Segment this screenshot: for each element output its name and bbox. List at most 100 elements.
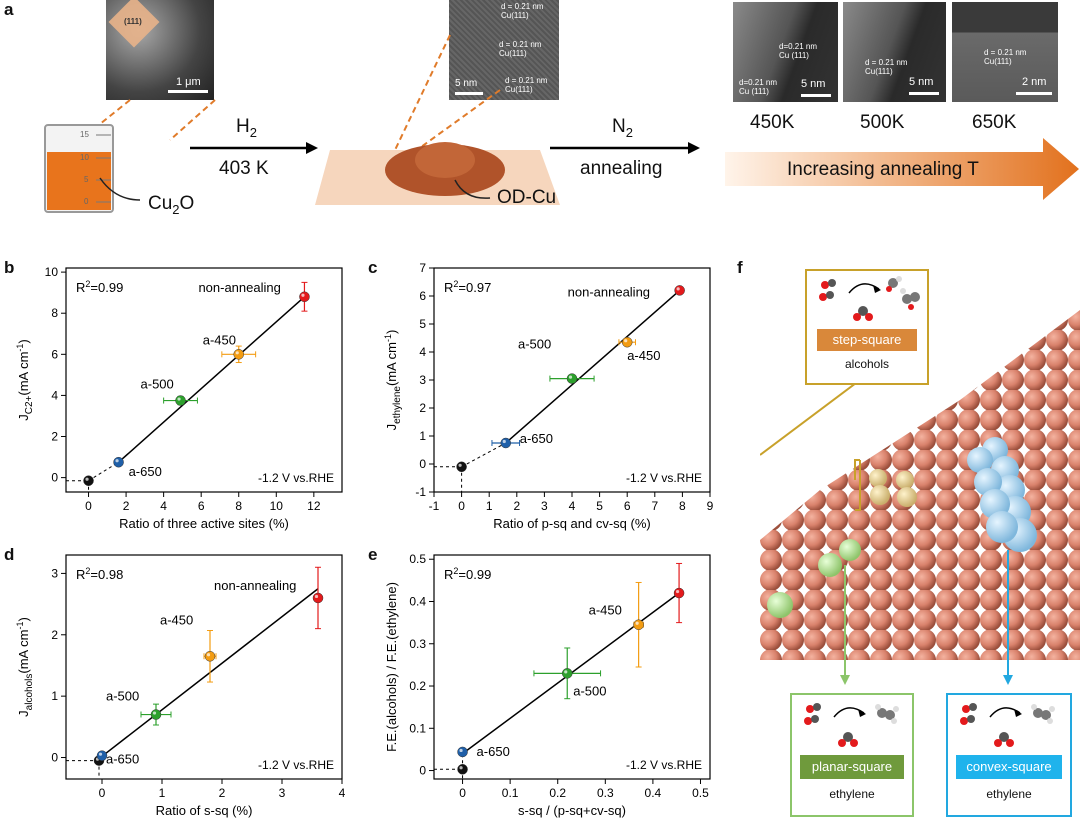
condition-label: -1.2 V vs.RHE: [258, 758, 334, 772]
y-tick-label: 1: [419, 429, 426, 443]
data-point-highlight: [676, 287, 680, 291]
x-tick-label: 0.2: [549, 786, 566, 800]
data-point: [500, 437, 512, 449]
hrtem-450k-scalebar: [801, 94, 831, 97]
data-label: a-650: [106, 752, 139, 767]
y-tick-label: 4: [51, 388, 58, 402]
data-point: [233, 349, 244, 360]
x-tick-label: 8: [235, 499, 242, 513]
y-tick-label: 6: [419, 289, 426, 303]
convex-square-site: convex-square: [956, 755, 1062, 779]
tem-scalebar: [455, 92, 483, 95]
cu-surface: [760, 310, 1080, 660]
data-point-highlight: [98, 752, 103, 756]
fit-extension: [88, 461, 119, 482]
product-pointer: [454, 179, 491, 199]
annealing-arrow: [725, 138, 1079, 200]
data-label: a-450: [627, 348, 660, 363]
r-squared: R2=0.98: [76, 566, 123, 582]
y-tick-label: 0.5: [409, 552, 426, 566]
data-label: a-500: [106, 689, 139, 704]
step2-gas: N2: [612, 116, 633, 140]
annealing-arrow-text: Increasing annealing T: [787, 159, 979, 180]
data-point-highlight: [635, 621, 639, 625]
tem-label-2: d = 0.21 nm Cu(111): [499, 40, 542, 58]
data-point-highlight: [459, 766, 463, 770]
planar-square-product: ethylene: [829, 787, 875, 801]
zoom-line-tem-right: [409, 89, 501, 156]
x-axis-label: s-sq / (p-sq+cv-sq): [518, 803, 626, 818]
data-point: [312, 592, 324, 604]
y-tick-label: 10: [45, 265, 59, 279]
hrtem-650k-scale: 2 nm: [1022, 76, 1047, 88]
y-tick-label: 6: [51, 347, 58, 361]
y-tick-label: 7: [419, 261, 426, 275]
x-tick-label: 5: [596, 499, 603, 513]
y-tick-label: 0.2: [409, 679, 426, 693]
panel-label-b: b: [4, 258, 15, 277]
step-square-site: step-square: [817, 329, 917, 351]
beaker-tick-5: 5: [84, 175, 89, 184]
convex-square-box: convex-square ethylene: [946, 693, 1072, 817]
x-tick-label: 10: [270, 499, 284, 513]
condition-label: -1.2 V vs.RHE: [626, 758, 702, 772]
temp-500k: 500K: [860, 112, 905, 133]
x-tick-label: 3: [279, 786, 286, 800]
data-label: a-450: [589, 603, 622, 618]
x-axis-label: Ratio of s-sq (%): [156, 803, 253, 818]
y-tick-label: 4: [419, 345, 426, 359]
data-point-highlight: [502, 439, 506, 444]
product-label: OD-Cu: [497, 187, 557, 208]
data-point: [83, 475, 94, 486]
y-tick-label: -1: [415, 485, 426, 499]
y-tick-label: 8: [51, 306, 58, 320]
x-tick-label: 0.1: [502, 786, 519, 800]
data-label: non-annealing: [214, 578, 296, 593]
sem-scale-label: 1 μm: [176, 76, 201, 88]
step-square-product: alcohols: [844, 357, 890, 371]
zoom-line-sem-right: [169, 99, 216, 141]
y-tick-label: 2: [419, 401, 426, 415]
hrtem-450k: d=0.21 nm Cu (111) d=0.21 nm Cu (111) 5 …: [733, 2, 838, 102]
tem-image: d = 0.21 nm Cu(111) d = 0.21 nm Cu(111) …: [449, 0, 559, 100]
data-point-highlight: [301, 293, 305, 297]
sem-image: (111) 1 μm: [106, 0, 214, 100]
x-tick-label: 4: [339, 786, 346, 800]
x-tick-label: 3: [541, 499, 548, 513]
fit-extension: [461, 442, 506, 468]
data-point: [633, 619, 644, 630]
data-point-highlight: [568, 375, 573, 379]
y-tick-label: 5: [419, 317, 426, 331]
x-tick-label: 0.3: [597, 786, 614, 800]
data-label: a-450: [160, 612, 193, 627]
step-square-atoms: [869, 469, 917, 507]
x-axis-label: Ratio of three active sites (%): [119, 516, 289, 531]
x-tick-label: 0.5: [692, 786, 709, 800]
hrtem-500k-scale: 5 nm: [909, 76, 934, 88]
plot-frame: [433, 554, 711, 780]
chart-d: 0 1 2 3 4 0 1 2 3 Ratio of s-sq (%) Jalcohols(mA c…: [15, 554, 346, 818]
fit-line: [505, 289, 681, 444]
planar-square-box: planar-square ethylene: [790, 693, 914, 817]
r-squared: R2=0.99: [76, 279, 123, 295]
convex-square-atoms: [967, 437, 1037, 552]
convex-reaction-icon: [960, 703, 1055, 747]
temp-450k: 450K: [750, 112, 795, 133]
hrtem-650k-label: d = 0.21 nm Cu(111): [984, 48, 1027, 66]
data-point-highlight: [206, 653, 211, 657]
temp-650k: 650K: [972, 112, 1017, 133]
planar-reaction-icon: [804, 703, 899, 747]
hrtem-450k-scale: 5 nm: [801, 78, 826, 90]
tem-label-1: d = 0.21 nm Cu(111): [501, 2, 544, 20]
data-point-highlight: [675, 589, 680, 594]
y-tick-label: 0.3: [409, 637, 426, 651]
y-tick-label: 0.4: [409, 594, 426, 608]
step1-gas: H2: [236, 116, 257, 140]
data-point: [457, 764, 468, 775]
chart-b: 0 2 4 6 8 10 12 0 2 4 6 8 10 Ratio of three active si…: [15, 265, 343, 531]
precursor-pointer: [99, 177, 141, 201]
data-point: [113, 456, 124, 468]
data-point-highlight: [235, 351, 239, 355]
y-tick-label: 2: [51, 628, 58, 642]
